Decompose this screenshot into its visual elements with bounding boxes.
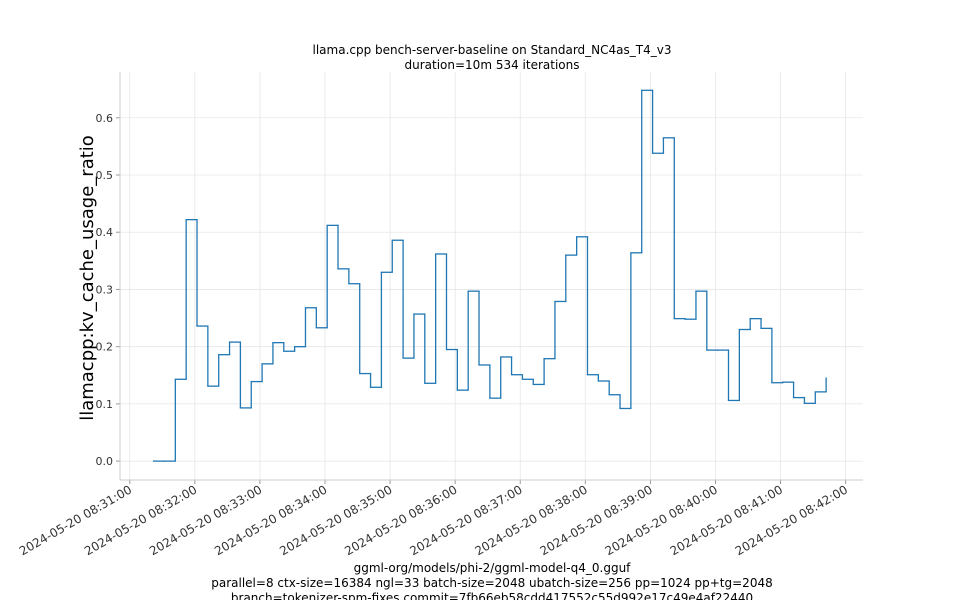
chart-title: llama.cpp bench-server-baseline on Stand… xyxy=(313,43,672,57)
x-tick-label: 2024-05-20 08:39:00 xyxy=(538,482,655,558)
y-tick-label: 0.0 xyxy=(96,455,114,468)
x-tick-label: 2024-05-20 08:38:00 xyxy=(472,482,589,558)
x-tick-label: 2024-05-20 08:35:00 xyxy=(277,482,394,558)
y-tick-label: 0.1 xyxy=(96,398,114,411)
x-tick-label: 2024-05-20 08:37:00 xyxy=(407,482,524,558)
x-axis-label: parallel=8 ctx-size=16384 ngl=33 batch-s… xyxy=(211,576,772,590)
x-tick-label: 2024-05-20 08:34:00 xyxy=(212,482,329,558)
x-axis-label: ggml-org/models/phi-2/ggml-model-q4_0.gg… xyxy=(354,561,632,575)
x-tick-label: 2024-05-20 08:41:00 xyxy=(668,482,785,558)
y-axis-label: llamacpp:kv_cache_usage_ratio xyxy=(77,135,98,421)
x-tick-label: 2024-05-20 08:31:00 xyxy=(17,482,134,558)
y-tick-label: 0.2 xyxy=(96,341,114,354)
y-tick-label: 0.6 xyxy=(96,112,114,125)
x-tick-label: 2024-05-20 08:40:00 xyxy=(603,482,720,558)
x-tick-label: 2024-05-20 08:32:00 xyxy=(82,482,199,558)
x-axis-label: branch=tokenizer-spm-fixes commit=7fb66e… xyxy=(231,591,753,600)
y-tick-label: 0.5 xyxy=(96,169,114,182)
x-tick-label: 2024-05-20 08:33:00 xyxy=(147,482,264,558)
chart-subtitle: duration=10m 534 iterations xyxy=(405,58,580,72)
y-tick-label: 0.3 xyxy=(96,283,114,296)
x-tick-label: 2024-05-20 08:42:00 xyxy=(733,482,850,558)
x-tick-label: 2024-05-20 08:36:00 xyxy=(342,482,459,558)
y-tick-label: 0.4 xyxy=(96,226,114,239)
